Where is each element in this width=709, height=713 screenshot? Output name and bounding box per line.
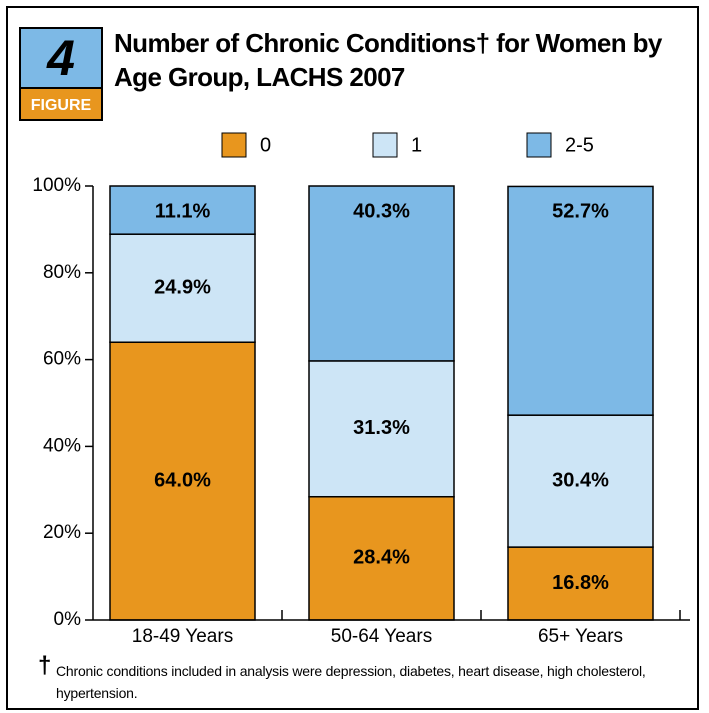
bar-segment <box>507 546 654 621</box>
bar-segment <box>109 233 256 343</box>
legend-label: 2-5 <box>565 134 594 156</box>
data-label: 28.4% <box>353 547 410 569</box>
bar-segment <box>308 360 455 498</box>
data-label: 40.3% <box>353 200 410 222</box>
legend-label: 1 <box>411 134 422 156</box>
data-label: 30.4% <box>552 469 609 491</box>
bar-segment <box>507 414 654 548</box>
badge-bottom <box>19 87 103 121</box>
data-label: 11.1% <box>155 200 211 222</box>
bar-segment <box>507 185 654 416</box>
footnote: Chronic conditions included in analysis … <box>56 663 646 701</box>
figure-label: FIGURE <box>31 97 92 114</box>
figure-number: 4 <box>46 30 75 86</box>
y-tick-label: 0% <box>54 609 82 630</box>
legend-swatch <box>221 132 247 158</box>
x-tick-label: 50-64 Years <box>331 626 432 647</box>
data-label: 24.9% <box>154 276 211 298</box>
x-tick-label: 18-49 Years <box>132 626 233 647</box>
y-tick-label: 100% <box>32 175 81 196</box>
y-tick-label: 40% <box>43 435 81 456</box>
footnote-mark: † <box>38 652 52 679</box>
bar-segment <box>308 185 455 362</box>
y-tick-label: 60% <box>43 349 81 370</box>
chart-title: Number of Chronic Conditions† for Women … <box>114 28 662 92</box>
data-label: 52.7% <box>552 201 609 223</box>
x-tick-label: 65+ Years <box>538 626 623 647</box>
legend-swatch <box>526 132 552 158</box>
legend-swatch <box>372 132 398 158</box>
bar-segment <box>308 495 455 621</box>
legend-label: 0 <box>260 134 271 156</box>
badge-top <box>19 27 103 89</box>
data-label: 64.0% <box>154 469 211 491</box>
data-label: 16.8% <box>552 572 609 594</box>
y-tick-label: 80% <box>43 262 81 283</box>
data-label: 31.3% <box>353 417 410 439</box>
bar-segment <box>109 185 256 235</box>
y-tick-label: 20% <box>43 522 81 543</box>
